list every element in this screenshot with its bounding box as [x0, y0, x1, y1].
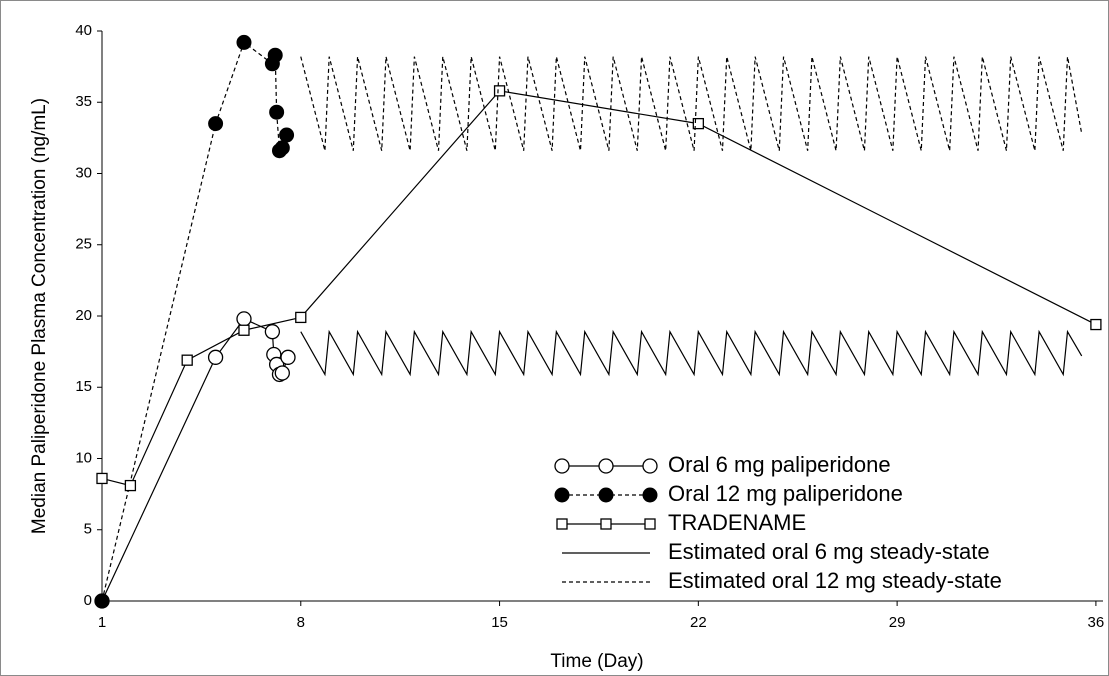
point — [1090, 318, 1102, 331]
legend-label: Estimated oral 6 mg steady-state — [668, 539, 990, 564]
x-tick-label: 1 — [98, 614, 106, 631]
legend-marker — [642, 458, 658, 474]
point — [207, 349, 224, 365]
point — [267, 47, 283, 63]
point — [236, 311, 252, 327]
series-line — [101, 90, 1097, 487]
series-line — [300, 329, 1083, 377]
y-axis-title: Median Paliperidone Plasma Concentration… — [29, 98, 50, 534]
point — [208, 116, 224, 132]
series-line — [300, 56, 1083, 151]
point — [264, 324, 281, 340]
legend-marker — [554, 487, 570, 503]
legend-marker — [556, 518, 568, 530]
point — [181, 354, 193, 366]
point — [124, 479, 137, 492]
series-line — [101, 41, 288, 602]
legend-marker — [598, 458, 614, 474]
y-tick-label: 35 — [75, 93, 92, 110]
point — [274, 140, 290, 156]
y-tick-label: 25 — [75, 236, 92, 253]
point — [295, 311, 307, 324]
point — [493, 85, 506, 97]
point — [96, 472, 108, 485]
y-tick-label: 5 — [84, 521, 92, 538]
x-tick-label: 8 — [297, 614, 305, 631]
x-tick-label: 29 — [889, 614, 906, 631]
point — [280, 349, 296, 365]
y-tick-label: 0 — [84, 592, 92, 609]
y-tick-label: 30 — [75, 164, 92, 181]
legend-marker — [644, 518, 656, 530]
point — [94, 593, 110, 609]
x-tick-label: 15 — [491, 614, 508, 631]
legend-marker — [600, 518, 612, 530]
x-tick-label: 36 — [1088, 614, 1105, 631]
y-tick-label: 40 — [75, 22, 92, 39]
point — [274, 365, 290, 381]
x-axis-title: Time (Day) — [550, 651, 643, 672]
y-tick-label: 20 — [75, 307, 92, 324]
legend-label: Oral 6 mg paliperidone — [668, 452, 891, 477]
point — [279, 127, 295, 143]
legend-marker — [598, 487, 614, 503]
point — [238, 324, 250, 336]
y-tick-label: 15 — [75, 378, 92, 395]
legend-label: TRADENAME — [668, 510, 806, 535]
point — [269, 104, 285, 120]
point — [692, 117, 704, 130]
legend-marker — [554, 458, 570, 474]
y-tick-label: 10 — [75, 449, 92, 466]
legend-label: Oral 12 mg paliperidone — [668, 481, 903, 506]
x-tick-label: 22 — [690, 614, 707, 631]
legend-label: Estimated oral 12 mg steady-state — [668, 568, 1002, 593]
point — [236, 34, 252, 50]
legend-marker — [642, 487, 658, 503]
